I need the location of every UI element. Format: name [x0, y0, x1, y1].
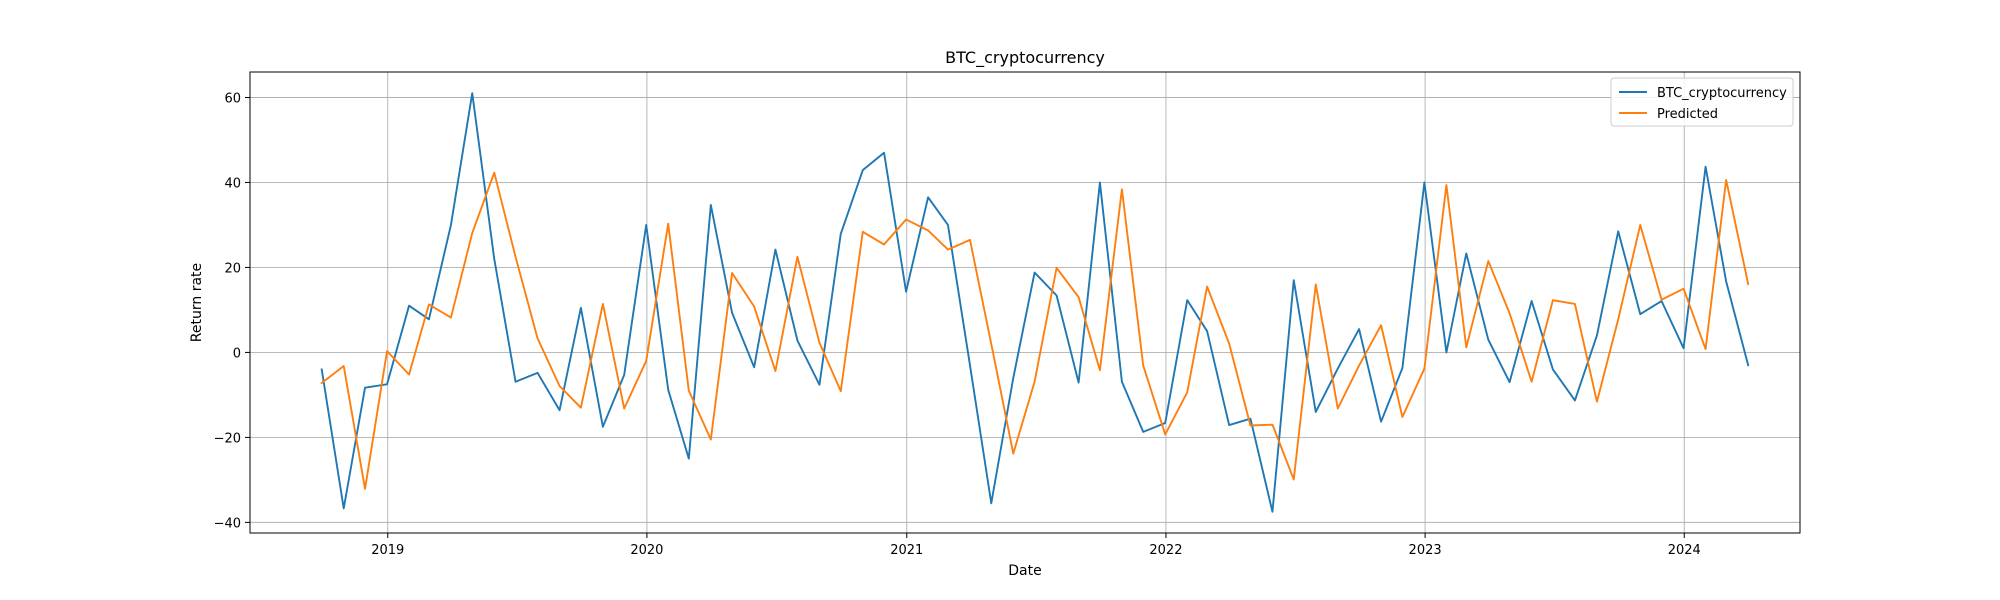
y-tick-label: 20	[224, 261, 241, 276]
x-tick-label: 2022	[1149, 543, 1182, 558]
legend: BTC_cryptocurrency Predicted	[1610, 77, 1794, 127]
grid-lines	[250, 72, 1800, 533]
plot-area-frame	[249, 71, 1801, 534]
legend-label: Predicted	[1657, 107, 1718, 122]
x-tick-label: 2023	[1409, 543, 1442, 558]
y-tick-label: 40	[224, 176, 241, 191]
x-axis-label: Date	[1008, 563, 1041, 579]
x-tick-label: 2020	[630, 543, 663, 558]
series-line-btc-cryptocurrency	[320, 92, 1750, 513]
y-tick-label: −40	[214, 516, 241, 531]
series-line-predicted	[320, 171, 1750, 490]
legend-label: BTC_cryptocurrency	[1657, 86, 1787, 101]
chart-title: BTC_cryptocurrency	[945, 48, 1105, 68]
x-tick-label: 2024	[1668, 543, 1701, 558]
y-tick-label: 0	[233, 346, 241, 361]
series-lines	[320, 92, 1750, 513]
x-tick-label: 2019	[371, 543, 404, 558]
y-tick-label: −20	[214, 431, 241, 446]
y-axis-label: Return rate	[189, 263, 205, 342]
y-tick-label: 60	[224, 91, 241, 106]
legend-box	[1610, 77, 1794, 127]
x-tick-label: 2021	[890, 543, 923, 558]
axis-ticks: 2019 2020 2021 2022 2023 2024 −40 −20 0 20 40 60	[214, 91, 1701, 558]
